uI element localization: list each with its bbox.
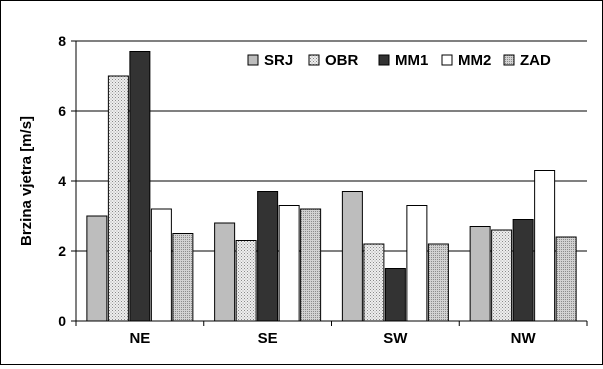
- y-tick-label: 4: [58, 173, 66, 189]
- legend-label-mm1: MM1: [395, 52, 428, 69]
- bar-srj-se: [214, 222, 236, 322]
- bar-mm1-sw: [384, 268, 406, 322]
- bar-zad-nw: [555, 236, 577, 322]
- y-tick-label: 0: [58, 313, 66, 329]
- tick-labels: 0 2 4 6 8: [58, 33, 66, 329]
- x-category-label: SE: [258, 330, 278, 347]
- x-category-label: NW: [511, 330, 537, 347]
- legend-label-mm2: MM2: [458, 52, 491, 69]
- bar-obr-sw: [363, 243, 385, 322]
- bar-mm1-nw: [512, 219, 534, 322]
- bar-zad-sw: [427, 243, 449, 322]
- bar-obr-ne: [107, 75, 129, 322]
- bar-mm2-se: [278, 205, 300, 322]
- legend-swatch-mm2: [441, 54, 453, 66]
- category-labels: NE SE SW NW: [129, 330, 536, 347]
- legend-label-zad: ZAD: [520, 52, 551, 69]
- x-category-label: NE: [129, 330, 150, 347]
- bar-zad-ne: [172, 233, 194, 322]
- bar-mm1-ne: [129, 51, 151, 322]
- y-tick-label: 2: [58, 243, 66, 259]
- bar-mm1-se: [257, 191, 279, 322]
- legend-swatch-srj: [247, 54, 259, 66]
- bar-obr-nw: [491, 229, 513, 322]
- legend-label-srj: SRJ: [264, 52, 293, 69]
- bar-mm2-ne: [150, 208, 172, 322]
- axes: [71, 40, 588, 326]
- y-axis-label: Brzina vjetra [m/s]: [18, 116, 35, 246]
- bars: [86, 51, 577, 322]
- legend-swatch-obr: [308, 54, 320, 66]
- y-tick-label: 6: [58, 103, 66, 119]
- legend-label-obr: OBR: [325, 52, 359, 69]
- bar-obr-se: [235, 240, 257, 322]
- legend-swatch-mm1: [378, 54, 390, 66]
- legend-swatch-zad: [503, 54, 515, 66]
- bar-srj-sw: [341, 191, 363, 322]
- bar-zad-se: [300, 208, 322, 322]
- legend: SRJ OBR MM1 MM2 ZAD: [247, 52, 551, 69]
- y-tick-label: 8: [58, 33, 66, 49]
- x-category-label: SW: [383, 330, 408, 347]
- bar-srj-nw: [469, 226, 491, 322]
- bar-mm2-sw: [406, 205, 428, 322]
- bar-srj-ne: [86, 215, 108, 322]
- bar-mm2-nw: [534, 170, 556, 322]
